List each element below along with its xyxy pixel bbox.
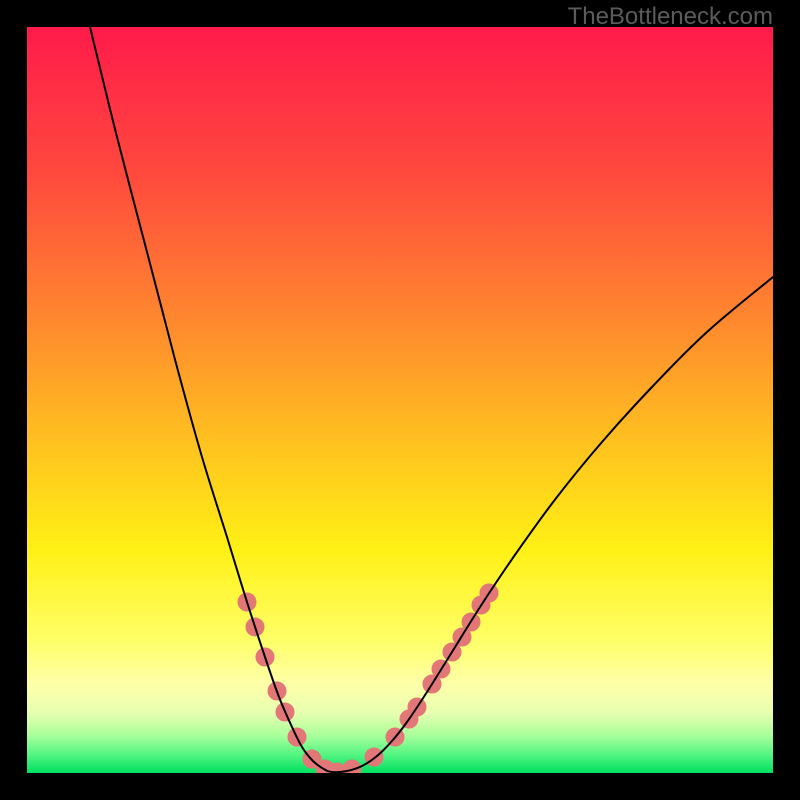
chart-frame bbox=[0, 0, 800, 800]
watermark-text: TheBottleneck.com bbox=[568, 3, 773, 31]
curve-layer bbox=[27, 27, 773, 773]
marker-group bbox=[238, 584, 498, 773]
plot-area bbox=[27, 27, 773, 773]
v-curve bbox=[90, 27, 773, 772]
